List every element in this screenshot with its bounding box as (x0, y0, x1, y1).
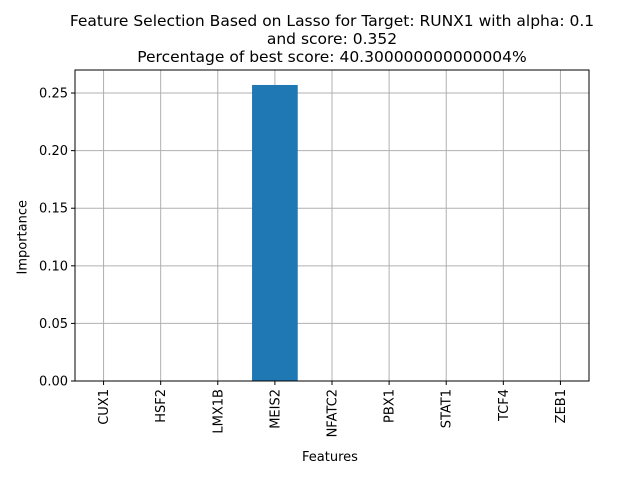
x-tick-label: MEIS2 (268, 389, 283, 429)
chart-title-line-3: Percentage of best score: 40.30000000000… (137, 48, 527, 66)
x-tick-label: TCF4 (497, 389, 512, 422)
x-tick-label: NFATC2 (326, 389, 341, 437)
y-tick-label: 0.20 (39, 144, 68, 159)
y-axis-label: Importance (15, 200, 31, 275)
x-tick-label: PBX1 (383, 389, 398, 423)
y-tick-label: 0.10 (39, 259, 68, 274)
x-axis-label: Features (302, 450, 358, 465)
chart-title-line-1: Feature Selection Based on Lasso for Tar… (69, 12, 595, 30)
y-tick-label: 0.25 (39, 87, 68, 102)
x-tick-label: STAT1 (440, 389, 455, 428)
y-tick-label: 0.05 (39, 317, 68, 332)
chart-title-line-2: and score: 0.352 (266, 30, 398, 48)
x-tick-label: ZEB1 (554, 389, 569, 423)
x-tick-label: HSF2 (154, 389, 169, 423)
x-tick-label: CUX1 (97, 389, 112, 425)
x-tick-label: LMX1B (211, 389, 226, 434)
bar-meis2 (252, 84, 298, 382)
y-tick-label: 0.00 (39, 375, 68, 390)
y-tick-label: 0.15 (39, 202, 68, 217)
